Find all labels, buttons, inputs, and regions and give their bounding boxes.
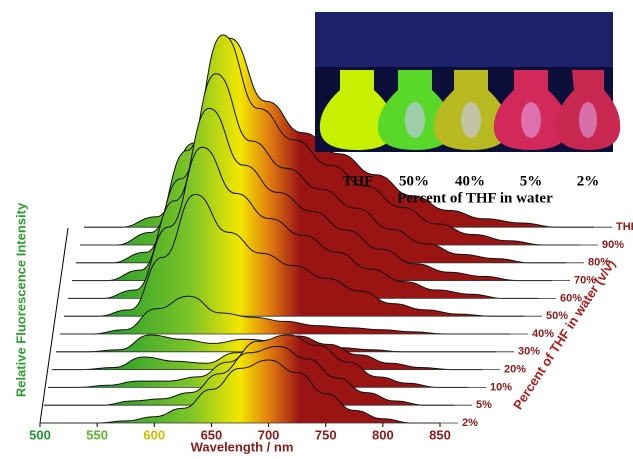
row-label: 90%	[602, 239, 624, 251]
z-axis-label: Percent of THF in water (v/v)	[510, 257, 618, 412]
y-axis	[39, 227, 69, 424]
x-tick-label: 850	[429, 427, 451, 442]
x-tick-label: 700	[258, 427, 280, 442]
spectrum-line	[60, 295, 510, 335]
row-label: 5%	[476, 399, 492, 411]
spectrum-line	[48, 334, 468, 388]
row-label: 30%	[518, 346, 540, 358]
x-tick-label: 600	[143, 427, 165, 442]
photo-glow	[315, 12, 613, 67]
reflection	[521, 102, 541, 138]
row-label: 50%	[546, 310, 568, 322]
plot-area: THF 90% 80% 70% 60% 50% 40% 30% 20% 10% 5% 2% 500 550…	[29, 34, 633, 442]
inset-photo: THF 50% 40% 5% 2% Percent of THF in wate…	[315, 12, 621, 206]
x-axis-label: Wavelength / nm	[191, 439, 294, 454]
row-label: 40%	[532, 328, 554, 340]
row-label: 70%	[574, 275, 596, 287]
inset-label: THF	[343, 173, 374, 189]
row-label: 80%	[588, 257, 610, 269]
x-tick-label: 650	[201, 427, 223, 442]
spectrum-area	[64, 194, 524, 317]
spectrum-area	[60, 296, 510, 334]
row-label: 60%	[560, 292, 582, 304]
inset-caption: Percent of THF in water	[397, 190, 553, 206]
reflection	[461, 102, 481, 138]
spectrum-line	[40, 359, 440, 424]
spectrum-line	[67, 146, 538, 299]
inset-label: 40%	[455, 173, 485, 189]
row-label: THF	[616, 221, 633, 233]
inset-label: 50%	[399, 173, 429, 189]
inset-label: 5%	[520, 173, 543, 189]
spectrum-line	[63, 193, 524, 317]
spectrum-line	[44, 345, 454, 406]
spectrum-area	[40, 360, 440, 423]
y-axis-label: Relative Fluorescence Intensity	[13, 202, 28, 397]
x-tick-label: 750	[315, 427, 337, 442]
x-tick-label: 800	[372, 427, 394, 442]
row-label: 20%	[504, 364, 526, 376]
flask	[319, 70, 395, 150]
reflection	[405, 102, 425, 138]
reflection	[579, 102, 597, 138]
inset-label: 2%	[577, 173, 600, 189]
row-label: 2%	[462, 417, 478, 429]
row-label: 10%	[490, 381, 512, 393]
x-tick-label: 500	[29, 427, 51, 442]
x-tick-label: 550	[86, 427, 108, 442]
